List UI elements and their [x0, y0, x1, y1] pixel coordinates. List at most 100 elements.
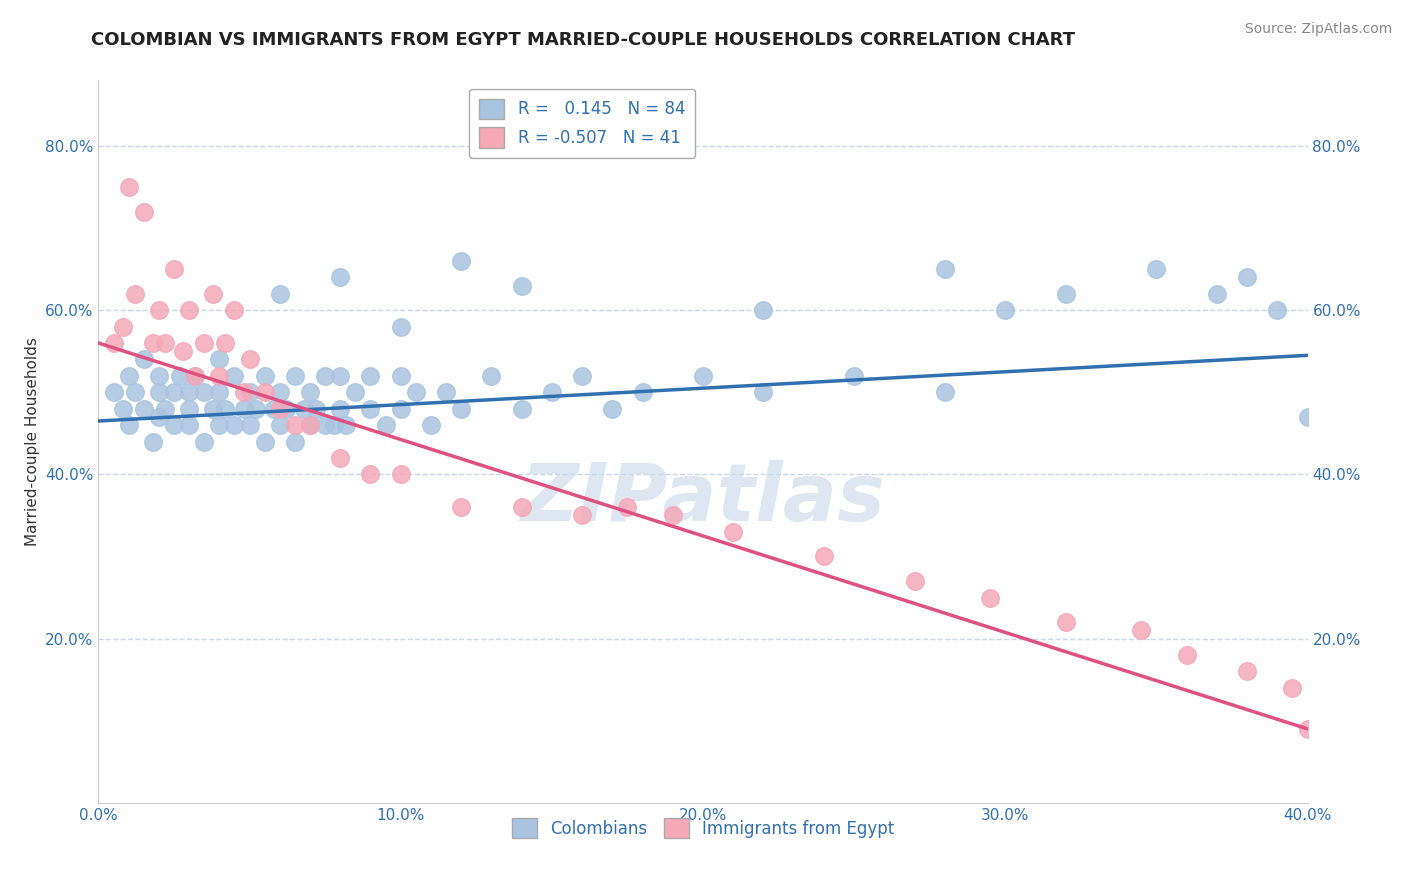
Point	[163, 418, 186, 433]
Point	[752, 385, 775, 400]
Point	[253, 434, 276, 449]
Point	[1267, 303, 1289, 318]
Point	[323, 418, 346, 433]
Point	[269, 418, 291, 433]
Point	[224, 303, 246, 318]
Point	[208, 418, 231, 433]
Point	[184, 368, 207, 383]
Point	[193, 336, 215, 351]
Point	[934, 262, 956, 277]
Point	[202, 401, 225, 416]
Point	[124, 286, 146, 301]
Point	[208, 368, 231, 383]
Point	[284, 368, 307, 383]
Point	[148, 385, 170, 400]
Point	[329, 368, 352, 383]
Point	[360, 368, 382, 383]
Point	[111, 401, 134, 416]
Point	[813, 549, 835, 564]
Point	[979, 591, 1001, 605]
Point	[1175, 648, 1198, 662]
Y-axis label: Married-couple Households: Married-couple Households	[24, 337, 39, 546]
Point	[1054, 286, 1077, 301]
Point	[305, 401, 328, 416]
Point	[329, 401, 352, 416]
Point	[335, 418, 357, 433]
Point	[1206, 286, 1229, 301]
Point	[263, 401, 285, 416]
Point	[269, 401, 291, 416]
Point	[148, 409, 170, 424]
Point	[510, 278, 533, 293]
Point	[118, 180, 141, 194]
Point	[1054, 615, 1077, 630]
Point	[232, 385, 254, 400]
Point	[208, 385, 231, 400]
Point	[934, 385, 956, 400]
Point	[405, 385, 427, 400]
Point	[571, 508, 593, 523]
Point	[481, 368, 503, 383]
Point	[344, 385, 367, 400]
Point	[616, 500, 638, 515]
Point	[118, 368, 141, 383]
Text: ZIPatlas: ZIPatlas	[520, 460, 886, 539]
Point	[292, 401, 315, 416]
Point	[214, 401, 236, 416]
Point	[132, 204, 155, 219]
Point	[510, 401, 533, 416]
Point	[1130, 624, 1153, 638]
Point	[314, 368, 336, 383]
Point	[360, 467, 382, 482]
Point	[253, 368, 276, 383]
Point	[132, 352, 155, 367]
Point	[602, 401, 624, 416]
Point	[193, 434, 215, 449]
Point	[103, 385, 125, 400]
Point	[389, 319, 412, 334]
Point	[269, 286, 291, 301]
Point	[844, 368, 866, 383]
Point	[284, 418, 307, 433]
Point	[163, 262, 186, 277]
Point	[540, 385, 562, 400]
Point	[723, 524, 745, 539]
Point	[269, 385, 291, 400]
Point	[208, 352, 231, 367]
Point	[274, 401, 297, 416]
Point	[299, 385, 322, 400]
Point	[148, 303, 170, 318]
Point	[904, 574, 927, 588]
Point	[214, 336, 236, 351]
Point	[239, 418, 262, 433]
Point	[179, 401, 201, 416]
Point	[179, 385, 201, 400]
Point	[132, 401, 155, 416]
Point	[179, 303, 201, 318]
Text: COLOMBIAN VS IMMIGRANTS FROM EGYPT MARRIED-COUPLE HOUSEHOLDS CORRELATION CHART: COLOMBIAN VS IMMIGRANTS FROM EGYPT MARRI…	[91, 31, 1076, 49]
Point	[118, 418, 141, 433]
Point	[169, 368, 191, 383]
Point	[631, 385, 654, 400]
Point	[253, 385, 276, 400]
Point	[148, 368, 170, 383]
Point	[1296, 722, 1319, 736]
Point	[124, 385, 146, 400]
Point	[224, 368, 246, 383]
Point	[571, 368, 593, 383]
Point	[692, 368, 714, 383]
Point	[1236, 665, 1258, 679]
Point	[329, 270, 352, 285]
Point	[1236, 270, 1258, 285]
Point	[1144, 262, 1167, 277]
Point	[239, 385, 262, 400]
Point	[163, 385, 186, 400]
Point	[450, 500, 472, 515]
Legend: Colombians, Immigrants from Egypt: Colombians, Immigrants from Egypt	[505, 812, 901, 845]
Point	[103, 336, 125, 351]
Point	[239, 352, 262, 367]
Point	[1296, 409, 1319, 424]
Point	[202, 286, 225, 301]
Point	[179, 418, 201, 433]
Point	[1281, 681, 1303, 695]
